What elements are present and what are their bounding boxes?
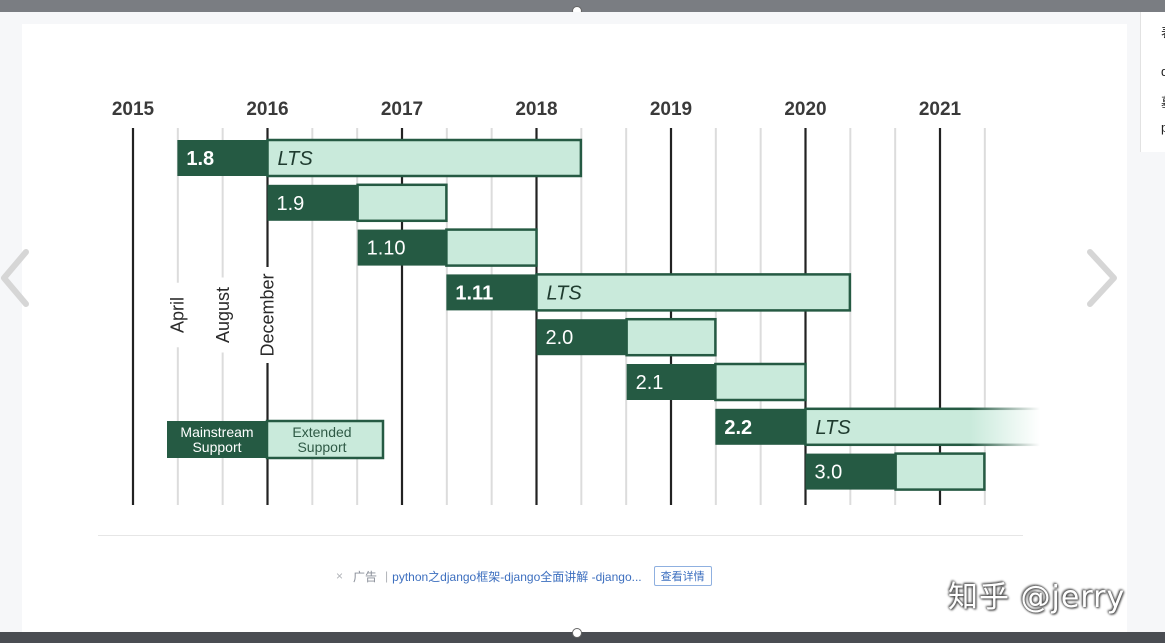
side-panel-line-3: 墓 <box>1161 92 1165 111</box>
resize-handle-bottom[interactable] <box>572 628 582 638</box>
legend-extended-swatch <box>265 419 385 460</box>
release-version-label: 3.0 <box>815 462 843 484</box>
month-label-december: December <box>258 273 278 356</box>
year-tick-label: 2015 <box>112 99 155 120</box>
chevron-right-icon[interactable] <box>1084 248 1120 308</box>
legend-mainstream-label: Support <box>192 439 241 455</box>
mainstream-support-segment <box>357 229 447 266</box>
mainstream-support-segment <box>446 274 537 311</box>
fade-overlay <box>970 400 1040 450</box>
mainstream-support-segment <box>536 319 627 356</box>
side-panel-line-2: d <box>1161 64 1165 79</box>
month-label-bg <box>166 282 189 348</box>
release-timeline-chart: 2015 2016 2017 2018 2019 2020 2021 1.8 LTS 1.9 1.… <box>112 99 1040 505</box>
release-version-label: 1.10 <box>367 238 406 260</box>
window-bottom-bar <box>0 628 1165 643</box>
ad-link[interactable]: python之django框架-django全面讲解 -django... <box>392 569 642 584</box>
ad-details-button[interactable]: 查看详情 <box>653 566 712 586</box>
extended-support-segment <box>266 138 583 178</box>
side-panel: 表 d 墓 p <box>1140 12 1165 152</box>
extended-support-segment <box>714 362 807 402</box>
ad-bar: × 广告 | python之django框架-django全面讲解 -djang… <box>336 566 712 586</box>
close-icon[interactable]: × <box>336 569 344 583</box>
release-bar-2.0: 2.0 <box>536 317 717 357</box>
release-bar-1.10: 1.10 <box>357 228 538 267</box>
window-top-bar <box>0 0 1165 16</box>
extended-support-segment <box>356 183 448 223</box>
lts-label: LTS <box>547 282 583 304</box>
release-version-label: 1.11 <box>455 282 493 304</box>
release-version-label: 2.2 <box>724 417 752 439</box>
side-panel-line-1: 表 <box>1161 22 1165 41</box>
mainstream-support-segment <box>715 408 806 445</box>
mainstream-support-segment <box>626 364 716 400</box>
extended-support-segment <box>625 317 717 357</box>
release-bar-1.8: 1.8 LTS <box>177 138 583 178</box>
month-label-august: August <box>213 287 233 343</box>
ad-separator: | <box>385 569 389 583</box>
chevron-left-icon[interactable] <box>0 248 36 308</box>
lts-label: LTS <box>816 417 852 439</box>
mainstream-support-segment <box>267 184 358 221</box>
release-version-label: 1.9 <box>277 193 305 215</box>
mainstream-support-segment <box>177 140 268 176</box>
watermark: 知乎 @jerry <box>948 580 1126 615</box>
month-label-april: April <box>167 297 187 333</box>
month-label-bg <box>256 267 279 363</box>
legend-mainstream-label: Mainstream <box>180 424 253 440</box>
year-tick-label: 2017 <box>381 99 423 120</box>
release-version-label: 1.8 <box>186 148 214 170</box>
year-tick-label: 2021 <box>919 99 962 120</box>
side-panel-line-4: p <box>1161 120 1165 135</box>
legend-extended-label: Extended <box>292 424 351 440</box>
release-version-label: 2.0 <box>546 327 574 349</box>
extended-support-segment <box>535 273 852 312</box>
legend-extended-label: Support <box>297 439 346 455</box>
extended-support-segment <box>445 228 538 267</box>
release-bar-1.9: 1.9 <box>267 183 448 223</box>
release-version-label: 2.1 <box>636 372 664 394</box>
release-bar-2.1: 2.1 <box>626 362 807 402</box>
year-tick-label: 2016 <box>246 99 288 120</box>
lts-label: LTS <box>278 148 314 170</box>
year-tick-label: 2020 <box>784 99 826 120</box>
extended-support-segment <box>894 452 986 491</box>
year-tick-label: 2019 <box>650 99 692 120</box>
release-bar-1.11: 1.11 LTS <box>446 273 852 312</box>
month-label-bg <box>212 277 235 353</box>
ad-tag: 广告 <box>353 569 378 584</box>
legend-mainstream-swatch <box>167 421 267 458</box>
ad-divider <box>98 535 1023 536</box>
mainstream-support-segment <box>805 453 896 490</box>
year-tick-label: 2018 <box>515 99 557 120</box>
release-bar-3.0: 3.0 <box>805 452 986 491</box>
